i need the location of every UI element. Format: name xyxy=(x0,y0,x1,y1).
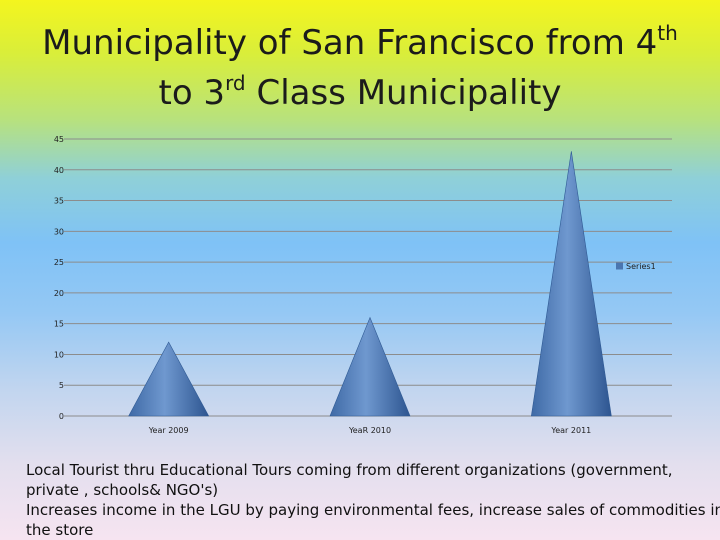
slide-title: Municipality of San Francisco from 4th t… xyxy=(0,18,720,118)
legend-swatch xyxy=(616,262,623,270)
y-tick-label: 0 xyxy=(59,412,64,421)
y-tick-label: 25 xyxy=(54,258,64,267)
bar-year-2011 xyxy=(530,151,612,417)
title-line-2-superscript: rd xyxy=(225,71,246,95)
title-line-2-suffix: Class Municipality xyxy=(245,73,562,113)
y-tick-label: 15 xyxy=(54,320,64,329)
y-tick-label: 40 xyxy=(54,166,64,175)
title-line-1-text: Municipality of San Francisco from 4 xyxy=(42,23,658,63)
bar-year-2010 xyxy=(329,316,411,417)
title-line-1-superscript: th xyxy=(657,21,678,45)
bar-year-2009 xyxy=(128,341,210,417)
x-tick-label: YeaR 2010 xyxy=(348,426,391,435)
y-tick-label: 35 xyxy=(54,197,64,206)
y-tick-label: 5 xyxy=(59,381,64,390)
caption-line-2: private , schools& NGO's) xyxy=(26,481,219,499)
y-tick-label: 30 xyxy=(54,227,64,236)
x-tick-label: Year 2009 xyxy=(148,426,189,435)
chart-bars xyxy=(128,151,612,417)
title-line-2: to 3rd Class Municipality xyxy=(0,68,720,118)
caption-line-3: Increases income in the LGU by paying en… xyxy=(26,501,720,519)
y-tick-label: 45 xyxy=(54,135,64,144)
legend: Series1 xyxy=(616,262,656,271)
y-axis-tick-labels: 0 5 10 15 20 25 30 35 40 45 xyxy=(54,135,64,421)
title-line-2-prefix: to 3 xyxy=(158,73,226,113)
title-line-1: Municipality of San Francisco from 4th xyxy=(0,18,720,68)
x-tick-label: Year 2011 xyxy=(550,426,591,435)
x-axis-tick-labels: Year 2009 YeaR 2010 Year 2011 xyxy=(148,426,592,435)
caption-line-1: Local Tourist thru Educational Tours com… xyxy=(26,461,673,479)
caption-line-4: the store xyxy=(26,521,94,539)
slide-caption: Local Tourist thru Educational Tours com… xyxy=(26,460,720,540)
legend-label: Series1 xyxy=(626,262,656,271)
y-tick-label: 20 xyxy=(54,289,64,298)
y-tick-label: 10 xyxy=(54,350,64,359)
